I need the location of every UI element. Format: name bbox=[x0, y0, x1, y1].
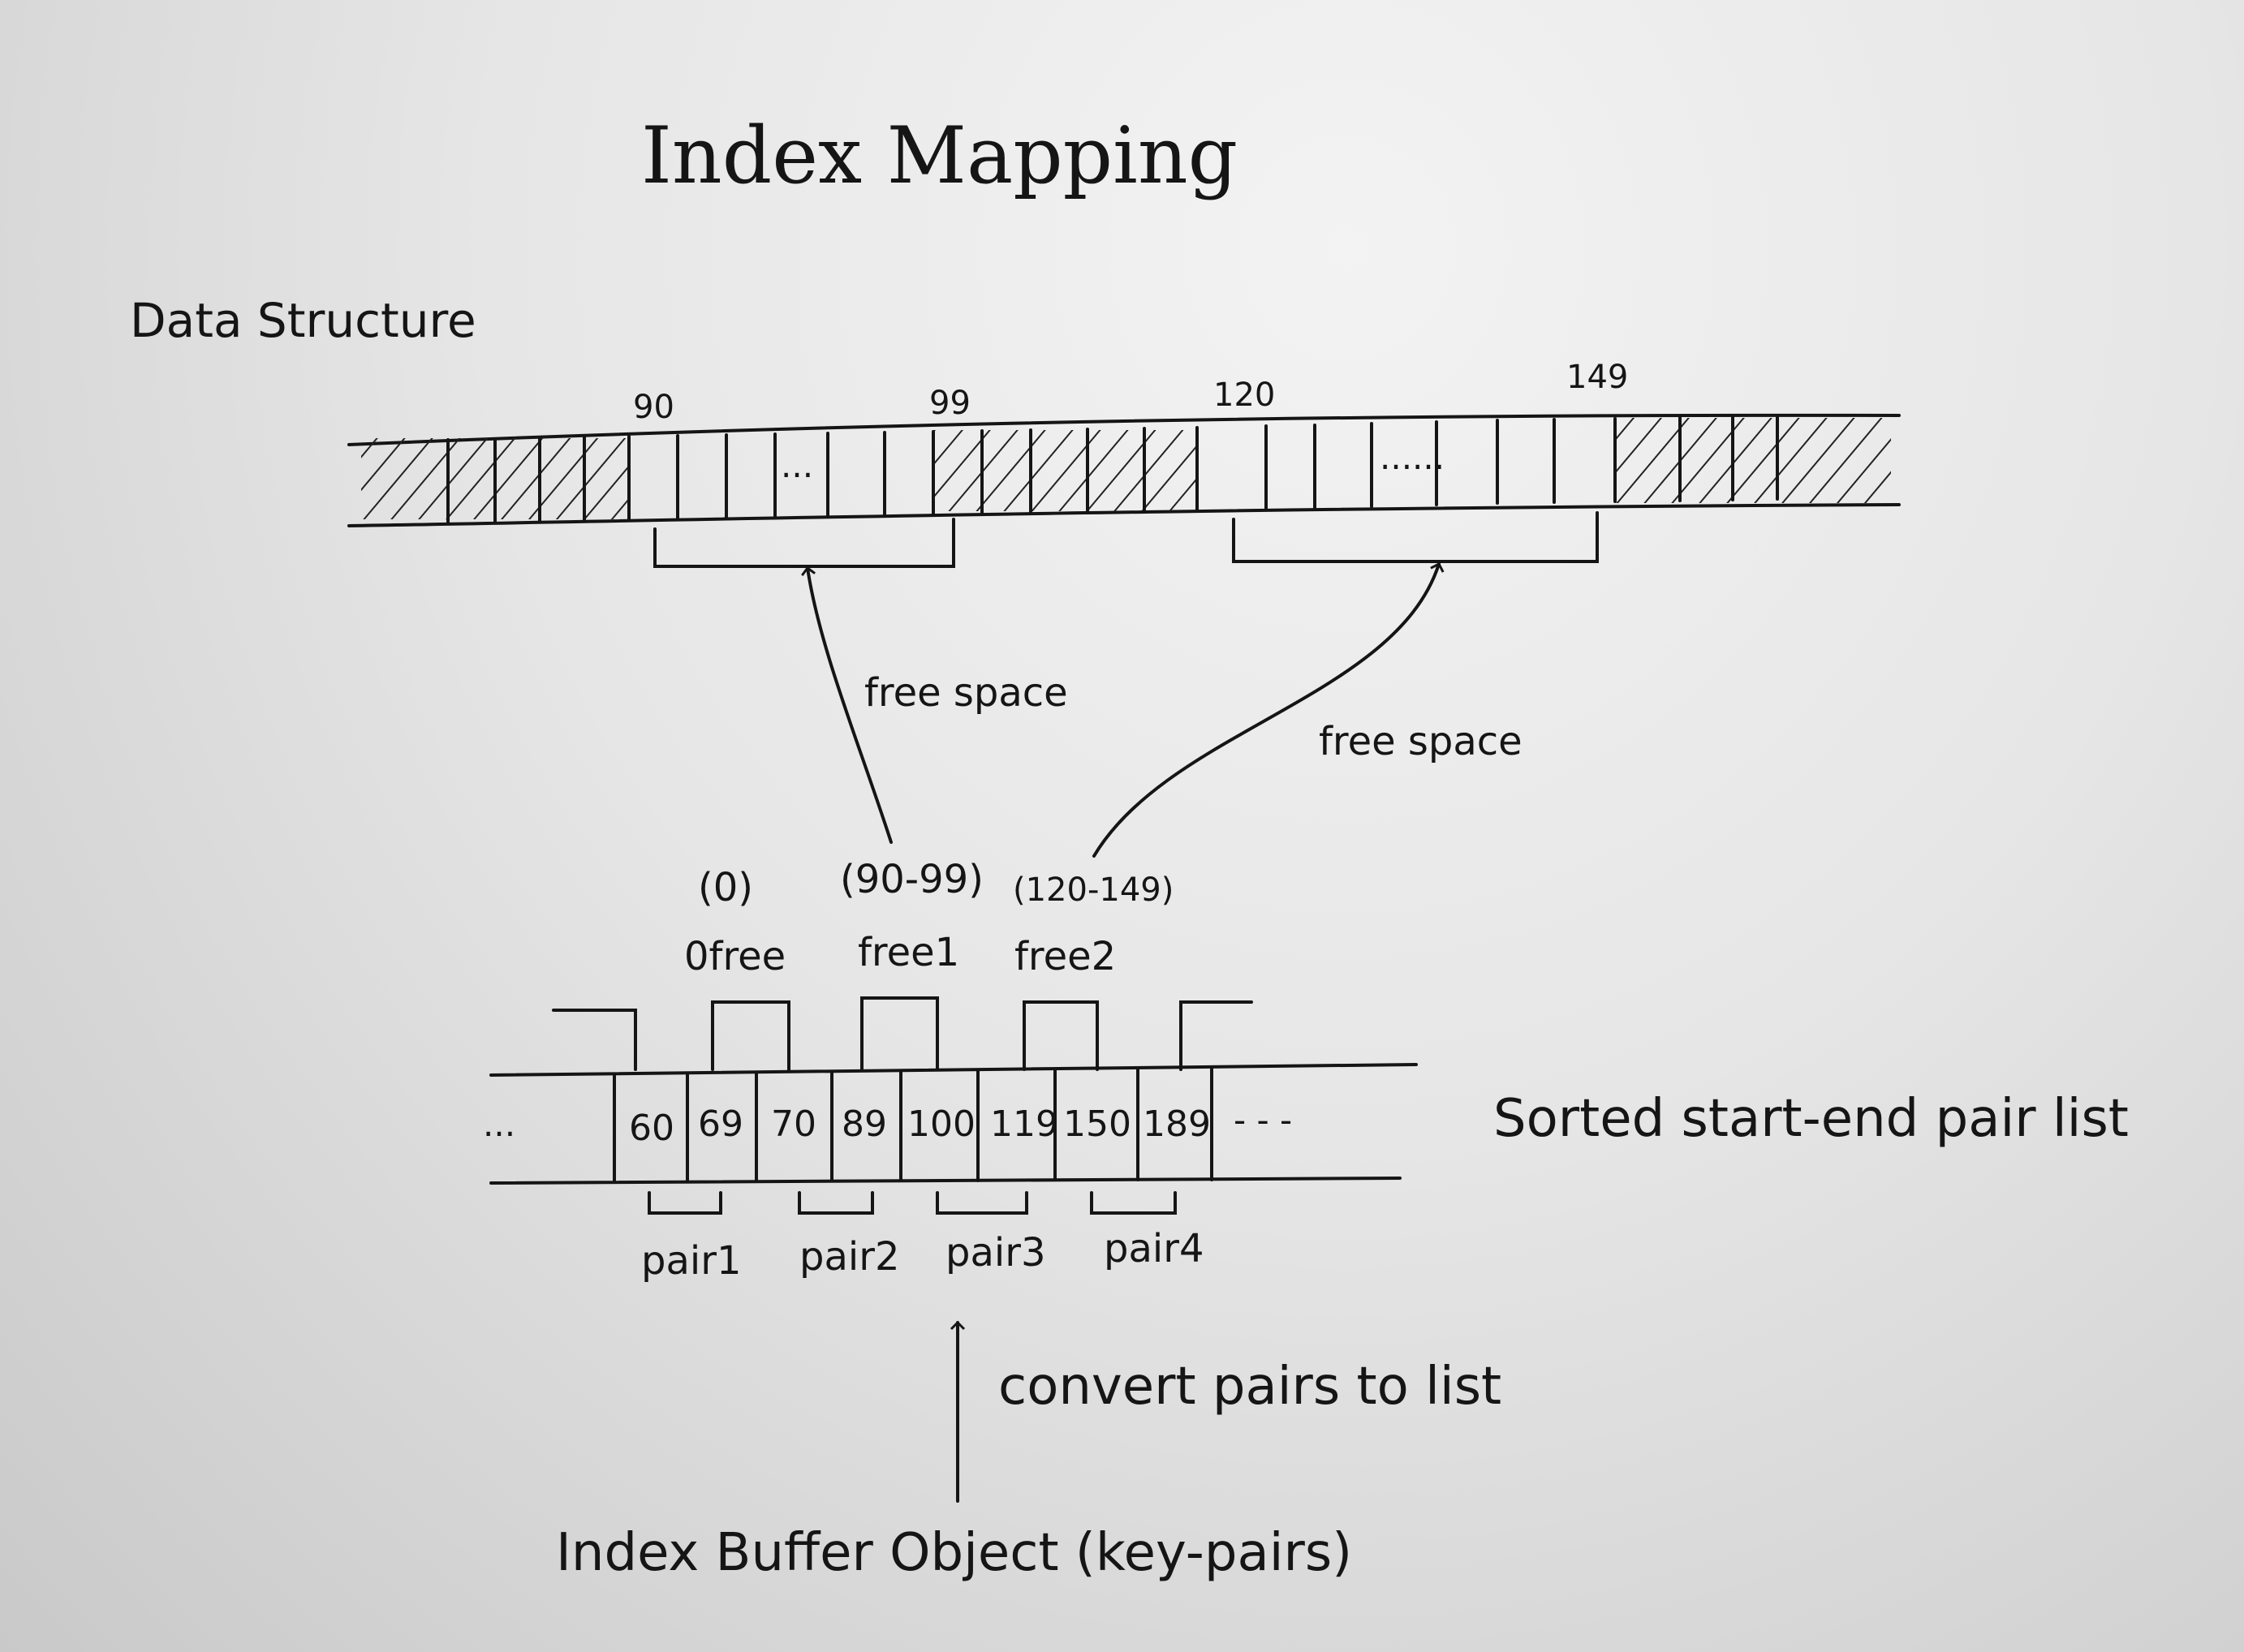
section-label: Data Structure bbox=[130, 293, 476, 348]
pair-value: 70 bbox=[771, 1103, 816, 1145]
free-name-1: free1 bbox=[858, 930, 959, 975]
index-label-90: 90 bbox=[633, 389, 674, 426]
pair-value: 150 bbox=[1063, 1103, 1131, 1145]
cell-dividers bbox=[446, 415, 1779, 524]
pair-value: 100 bbox=[907, 1103, 976, 1145]
pair-brackets bbox=[648, 1191, 1177, 1215]
pair-list-trailing-ellipsis: - - - bbox=[1234, 1100, 1292, 1140]
diagram-title: Index Mapping bbox=[641, 110, 1238, 201]
pair-value: 119 bbox=[990, 1103, 1058, 1145]
strip-ellipsis: ... bbox=[781, 445, 813, 485]
free-space-label-2: free space bbox=[1319, 719, 1523, 764]
convert-label: convert pairs to list bbox=[998, 1357, 1501, 1417]
pair-label-1: pair1 bbox=[641, 1238, 742, 1284]
free-space-arrow-1 bbox=[801, 566, 893, 844]
pair-value: 60 bbox=[629, 1108, 674, 1149]
free-range-2: (120-149) bbox=[1013, 871, 1174, 909]
free-name-2: free2 bbox=[1014, 934, 1116, 979]
free-space-bracket bbox=[1232, 511, 1599, 563]
pair-label-2: pair2 bbox=[799, 1234, 900, 1280]
used-region bbox=[933, 430, 1197, 511]
free-space-label-1: free space bbox=[864, 670, 1068, 716]
index-label-149: 149 bbox=[1566, 359, 1628, 396]
pair-list-label: Sorted start-end pair list bbox=[1493, 1089, 2129, 1149]
index-label-120: 120 bbox=[1213, 376, 1275, 414]
free-range-1: (90-99) bbox=[840, 857, 984, 902]
free-name-0: 0free bbox=[684, 934, 786, 979]
pair-value: 89 bbox=[842, 1103, 887, 1145]
pair-value: 189 bbox=[1143, 1103, 1211, 1145]
index-label-99: 99 bbox=[929, 385, 971, 422]
index-buffer-object-label: Index Buffer Object (key-pairs) bbox=[556, 1523, 1352, 1583]
pair-list-leading-ellipsis: ... bbox=[483, 1104, 515, 1144]
free-space-arrow-2 bbox=[1092, 561, 1445, 858]
free-range-0: (0) bbox=[698, 865, 753, 910]
free-space-bracket bbox=[653, 518, 955, 568]
pair-value: 69 bbox=[698, 1103, 743, 1145]
pair-list-strip: ... - - - 60 69 70 89 100 119 150 189 So… bbox=[483, 1063, 2129, 1185]
free-list-brackets bbox=[552, 996, 1253, 1071]
strip-ellipsis: ...... bbox=[1380, 437, 1445, 477]
pair-label-3: pair3 bbox=[945, 1230, 1046, 1276]
used-region bbox=[1615, 418, 1891, 503]
free-list-labels: (0) (90-99) (120-149) 0free free1 free2 bbox=[684, 857, 1174, 979]
data-structure-strip: ... ...... 90 99 120 149 bbox=[347, 359, 1901, 568]
pair-label-4: pair4 bbox=[1104, 1226, 1204, 1271]
